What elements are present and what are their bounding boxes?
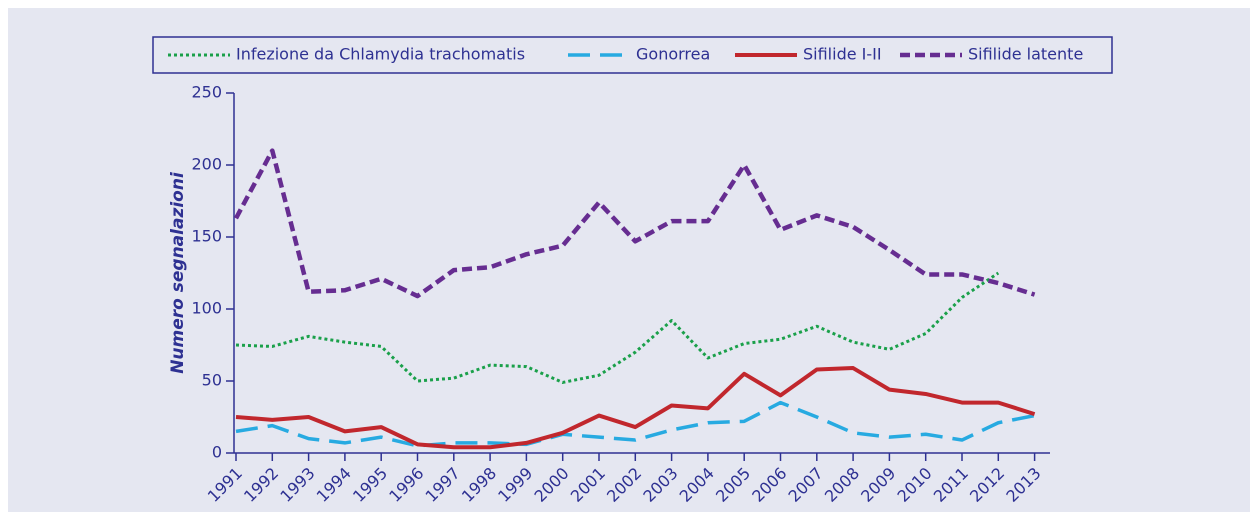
y-tick-label: 200 — [191, 155, 222, 174]
legend-box — [152, 36, 1113, 74]
series-line — [235, 400, 1035, 448]
y-tick-label: 250 — [191, 83, 222, 102]
legend-label: Sifilide I-II — [803, 45, 882, 64]
y-tick-label: 100 — [191, 299, 222, 318]
series-line — [234, 148, 1036, 299]
series-line — [235, 366, 1036, 450]
legend-label: Sifilide latente — [968, 45, 1083, 64]
chart-background — [8, 8, 1250, 512]
y-tick-label: 50 — [202, 371, 222, 390]
y-tick-label: 0 — [212, 443, 222, 462]
y-axis-title: Numero segnalazioni — [168, 171, 188, 374]
legend-label: Infezione da Chlamydia trachomatis — [236, 45, 525, 64]
legend-label: Gonorrea — [636, 45, 710, 64]
y-tick-label: 150 — [191, 227, 222, 246]
